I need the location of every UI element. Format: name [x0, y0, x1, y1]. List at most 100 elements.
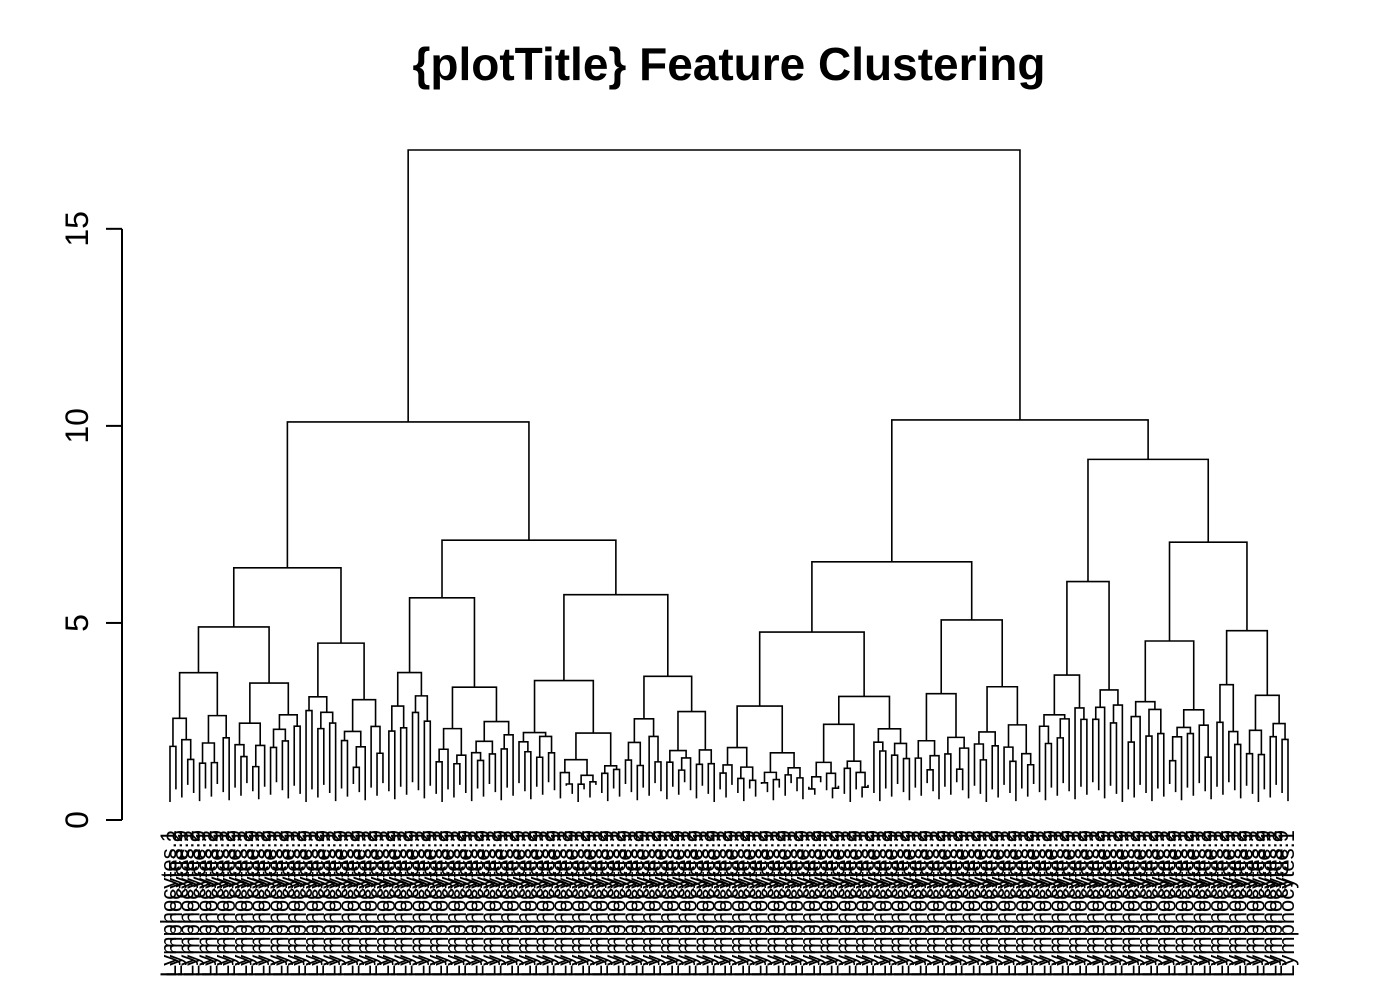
dendrogram-branch — [1109, 722, 1118, 794]
leaf-label: Lymphocytes.1 — [759, 830, 784, 977]
leaf-label: cycle.9 — [878, 830, 903, 898]
leaf-label: Lymphocytes.2 — [339, 830, 364, 977]
leaf-label: Lymphocytes.1 — [1114, 830, 1139, 977]
dendrogram-branch — [748, 779, 757, 797]
leaf-label: Lymphocytes.2 — [446, 830, 471, 977]
leaf-label: Lymphocytes.1 — [333, 830, 358, 977]
dendrogram-branch — [763, 771, 778, 783]
dendrogram-branch — [1176, 726, 1192, 737]
leaf-label: cycle.9 — [629, 830, 654, 898]
dendrogram-branch — [877, 727, 902, 744]
leaf-label: cycle.9 — [1197, 830, 1222, 898]
dendrogram-branch — [648, 735, 659, 796]
dendrogram-branch — [442, 727, 463, 756]
dendrogram-branch — [355, 745, 367, 801]
dendrogram-branch — [633, 718, 655, 743]
dendrogram-branch — [677, 769, 686, 795]
dendrogram-branch — [722, 764, 733, 785]
leaf-label: Lymphocytes.1 — [1203, 830, 1228, 977]
leaf-label: cycle.9 — [895, 830, 920, 898]
leaf-label: Lymphocytes.1 — [529, 830, 554, 977]
dendrogram-branch — [1003, 746, 1014, 785]
dendrogram-branch — [1112, 704, 1124, 802]
leaf-label: cycle.9 — [611, 830, 636, 898]
leaf-label: cycle.9 — [399, 830, 424, 898]
dendrogram-branch — [453, 762, 461, 798]
leaf-label: cycle.9 — [913, 830, 938, 898]
leaf-label: cycle.9 — [523, 830, 548, 898]
leaf-label: Lymphocytes.1 — [475, 830, 500, 977]
dendrogram-branch — [855, 771, 866, 790]
leaf-label: cycle.9 — [470, 830, 495, 898]
leaf-label: Lymphocytes.1 — [635, 830, 660, 977]
leaf-label: Lymphocytes.1 — [848, 830, 873, 977]
dendrogram-branch — [272, 728, 287, 748]
dendrogram-branch — [636, 764, 645, 801]
leaf-label: Lymphocytes.2 — [268, 830, 293, 977]
leaf-label: Lymphocytes.1 — [493, 830, 518, 977]
dendrogram-branch — [201, 742, 216, 764]
dendrogram-branch — [533, 679, 595, 734]
dendrogram-branch — [1233, 743, 1242, 799]
leaf-label: Lymphocytes.2 — [996, 830, 1021, 977]
leaf-label: Lymphocytes.1 — [884, 830, 909, 977]
leaf-label: Lymphocytes.1 — [742, 830, 767, 977]
leaf-label: Lymphocytes.1 — [209, 830, 234, 977]
dendrogram-branch — [893, 742, 908, 759]
leaf-label: cycle.9 — [718, 830, 743, 898]
leaf-label: Lymphocytes.2 — [623, 830, 648, 977]
dendrogram-branch — [1272, 722, 1286, 740]
dendrogram-branch — [1198, 724, 1209, 784]
dendrogram-branch — [575, 732, 612, 766]
leaf-label: Lymphocytes.1 — [316, 830, 341, 977]
leaf-label: Lymphocytes.2 — [801, 830, 826, 977]
leaf-label: Lymphocytes.2 — [570, 830, 595, 977]
leaf-label: Lymphocytes.1 — [174, 830, 199, 977]
leaf-label: cycle.9 — [345, 830, 370, 898]
dendrogram-branch — [760, 781, 769, 793]
leaf-label: Lymphocytes.1 — [262, 830, 287, 977]
leaf-label: cycle.9 — [452, 830, 477, 898]
dendrogram-branch — [680, 757, 692, 791]
leaf-label: cycle.9 — [931, 830, 956, 898]
leaf-label: Lymphocytes.1 — [1256, 830, 1281, 977]
leaf-label: cycle.9 — [949, 830, 974, 898]
leaf-label: Lymphocytes.2 — [286, 830, 311, 977]
leaf-label: Lymphocytes.2 — [1156, 830, 1181, 977]
leaf-label: Lymphocytes.1 — [227, 830, 252, 977]
leaf-label: Lymphocytes.1 — [564, 830, 589, 977]
dendrogram-branch — [1074, 707, 1085, 800]
leaf-label: Lymphocytes.1 — [440, 830, 465, 977]
dendrogram-branch — [352, 766, 361, 793]
dendrogram-branch — [308, 696, 328, 713]
leaf-label: cycle.9 — [558, 830, 583, 898]
dendrogram-branch — [238, 722, 262, 746]
dendrogram-branch — [787, 767, 801, 778]
leaf-label: cycle.9 — [966, 830, 991, 898]
dendrogram-branch — [197, 626, 270, 684]
leaf-label: Lymphocytes.2 — [552, 830, 577, 977]
dendrogram-branch — [955, 768, 964, 791]
dendrogram-branch — [891, 419, 1149, 562]
dendrogram-branch — [408, 596, 476, 688]
leaf-label: Lymphocytes.2 — [162, 830, 187, 977]
dendrogram-branch — [929, 754, 940, 800]
leaf-label: Lymphocytes.1 — [156, 830, 181, 977]
dendrogram-branch — [1127, 741, 1135, 798]
leaf-label: Lymphocytes.1 — [191, 830, 216, 977]
dendrogram-branch — [914, 757, 923, 796]
dendrogram-branch — [483, 720, 510, 742]
dendrogram-branch — [991, 744, 999, 798]
dendrogram-branch — [669, 749, 687, 763]
leaf-label: Lymphocytes.2 — [410, 830, 435, 977]
dendrogram-branch — [1044, 742, 1053, 801]
leaf-label: Lymphocytes.1 — [1008, 830, 1033, 977]
dendrogram-branch — [1066, 580, 1110, 690]
leaf-label: Lymphocytes.1 — [1150, 830, 1175, 977]
dendrogram-branch — [305, 709, 313, 802]
dendrogram-branch — [456, 754, 467, 793]
leaf-label: Lymphocytes.2 — [304, 830, 329, 977]
dendrogram-branch — [577, 783, 585, 802]
leaf-labels: Lymphocytes.1Lymphocytes.2cycle.9Lymphoc… — [156, 830, 1299, 977]
